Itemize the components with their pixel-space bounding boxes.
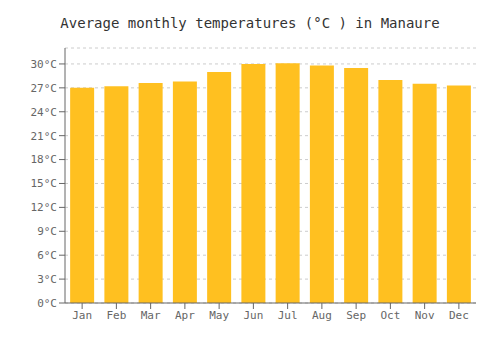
svg-text:6°C: 6°C — [37, 249, 57, 262]
svg-text:Jun: Jun — [243, 309, 263, 322]
svg-text:Nov: Nov — [415, 309, 435, 322]
svg-text:18°C: 18°C — [31, 153, 58, 166]
svg-text:12°C: 12°C — [31, 201, 58, 214]
svg-text:30°C: 30°C — [31, 58, 58, 71]
svg-text:21°C: 21°C — [31, 130, 58, 143]
svg-text:Aug: Aug — [312, 309, 332, 322]
svg-text:27°C: 27°C — [31, 82, 58, 95]
svg-text:24°C: 24°C — [31, 106, 58, 119]
svg-text:9°C: 9°C — [37, 225, 57, 238]
svg-text:Mar: Mar — [141, 309, 161, 322]
svg-text:Dec: Dec — [449, 309, 469, 322]
svg-text:Jul: Jul — [278, 309, 298, 322]
svg-text:Feb: Feb — [106, 309, 126, 322]
svg-text:Sep: Sep — [346, 309, 366, 322]
html-text:Average monthly temperatures (: Average monthly temperatures (°C ) in Ma… — [60, 15, 440, 31]
svg-text:0°C: 0°C — [37, 297, 57, 310]
svg-text:3°C: 3°C — [37, 273, 57, 286]
svg-text:May: May — [209, 309, 229, 322]
svg-text:15°C: 15°C — [31, 177, 58, 190]
svg-text:Apr: Apr — [175, 309, 195, 322]
svg-text:Jan: Jan — [72, 309, 92, 322]
svg-text:Oct: Oct — [380, 309, 400, 322]
